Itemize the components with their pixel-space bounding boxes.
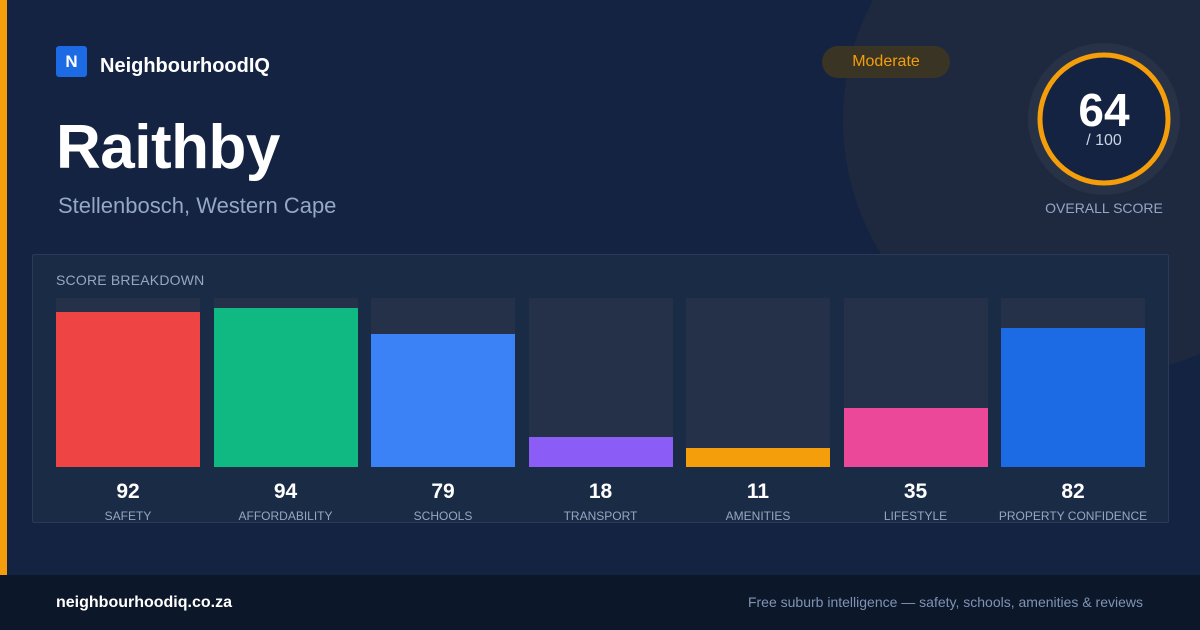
bar-track <box>213 298 358 467</box>
score-ring-graphic <box>1037 52 1171 186</box>
bar-value: 94 <box>273 480 298 503</box>
breakdown-title: SCORE BREAKDOWN <box>56 272 205 288</box>
bar-label: TRANSPORT <box>563 509 638 523</box>
bar-fill <box>528 436 673 467</box>
bar-track <box>371 298 515 467</box>
brand-logo-icon: N <box>56 46 87 77</box>
bar-fill <box>843 407 988 467</box>
footer-tagline: Free suburb intelligence — safety, schoo… <box>747 594 1143 610</box>
bar-label: LIFESTYLE <box>883 509 948 523</box>
bar-value: 92 <box>116 480 140 503</box>
footer: neighbourhoodiq.co.za Free suburb intell… <box>0 575 1200 630</box>
bar-value: 35 <box>903 480 928 503</box>
bar-fill <box>213 308 358 467</box>
bar-label: PROPERTY CONFIDENCE <box>998 509 1148 523</box>
bar-value: 82 <box>1061 480 1085 503</box>
bar-value: 11 <box>746 480 770 503</box>
bar-label: AMENITIES <box>725 509 791 523</box>
bar-track <box>56 298 200 467</box>
footer-url: neighbourhoodiq.co.za <box>56 594 232 611</box>
score-breakdown-panel: SCORE BREAKDOWN 92 SAFETY 94 AFFORDABILITY 7… <box>32 254 1169 523</box>
bar-track <box>1001 298 1145 467</box>
bar-value: 79 <box>431 480 455 503</box>
bar-fill <box>1001 328 1145 467</box>
bar-label: AFFORDABILITY <box>238 509 333 523</box>
bar-track <box>528 298 673 467</box>
score-ring-circle <box>1037 52 1171 186</box>
bar-track <box>686 298 830 467</box>
brand-name: NeighbourhoodIQ <box>100 55 270 77</box>
bar-fill <box>371 333 515 467</box>
bar-fill <box>56 311 200 467</box>
overall-score-max: / 100 <box>1086 132 1122 149</box>
overall-score-label: OVERALL SCORE <box>1045 200 1163 216</box>
rating-badge: Moderate <box>822 46 950 78</box>
brand: N NeighbourhoodIQ <box>56 46 270 77</box>
accent-bar <box>0 0 7 575</box>
bar-label: SCHOOLS <box>413 509 473 523</box>
bar-track <box>843 298 988 467</box>
bar-label: SAFETY <box>104 509 152 523</box>
overall-score-value: 64 <box>1078 84 1130 136</box>
suburb-location: Stellenbosch, Western Cape <box>58 193 337 218</box>
overall-score-ring: 64 / 100 <box>1028 43 1180 195</box>
bar-value: 18 <box>588 480 613 503</box>
bar-fill <box>686 448 830 467</box>
suburb-title: Raithby <box>56 113 280 182</box>
